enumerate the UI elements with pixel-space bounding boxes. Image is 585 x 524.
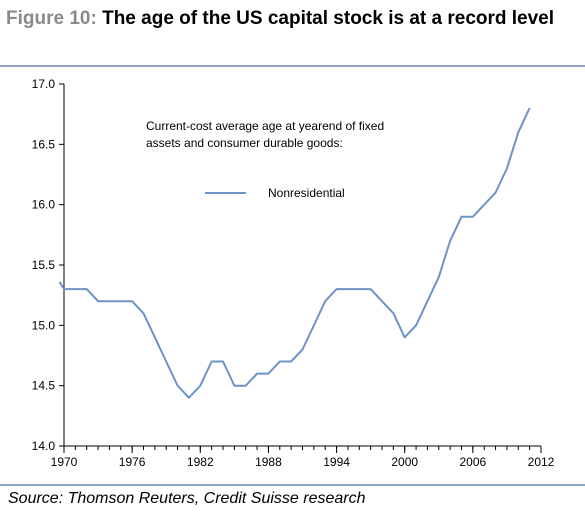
- x-tick-label: 2000: [391, 455, 418, 469]
- chart-annotation: assets and consumer durable goods:: [146, 136, 343, 150]
- x-tick-label: 1970: [51, 455, 78, 469]
- source-note: Source: Thomson Reuters, Credit Suisse r…: [8, 490, 366, 507]
- y-tick-label: 15.5: [32, 258, 56, 272]
- y-tick-label: 15.0: [32, 318, 56, 332]
- x-tick-label: 1976: [119, 455, 146, 469]
- y-tick-label: 14.5: [32, 379, 56, 393]
- figure-label: Figure 10:: [6, 8, 97, 29]
- x-tick-label: 1988: [255, 455, 282, 469]
- legend-label: Nonresidential: [268, 186, 345, 200]
- series-line-nonresidential: [58, 107, 531, 399]
- figure-title-text: The age of the US capital stock is at a …: [102, 8, 555, 29]
- chart-annotation: Current-cost average age at yearend of f…: [146, 119, 384, 133]
- top-rule: [0, 65, 585, 67]
- y-tick-label: 16.5: [32, 137, 56, 151]
- bottom-rule: [0, 484, 585, 486]
- line-chart: 14.0 14.5 15.0 15.5 16.0 16.5 17.0 1970 1976 1982…: [32, 77, 555, 469]
- chart-title: Figure 10: The age of the US capital sto…: [6, 4, 581, 34]
- x-tick-label: 2012: [528, 455, 555, 469]
- y-tick-label: 17.0: [32, 77, 56, 91]
- y-tick-label: 14.0: [32, 439, 56, 453]
- y-tick-label: 16.0: [32, 198, 56, 212]
- x-tick-label: 2006: [460, 455, 487, 469]
- x-tick-label: 1994: [323, 455, 350, 469]
- x-tick-label: 1982: [187, 455, 214, 469]
